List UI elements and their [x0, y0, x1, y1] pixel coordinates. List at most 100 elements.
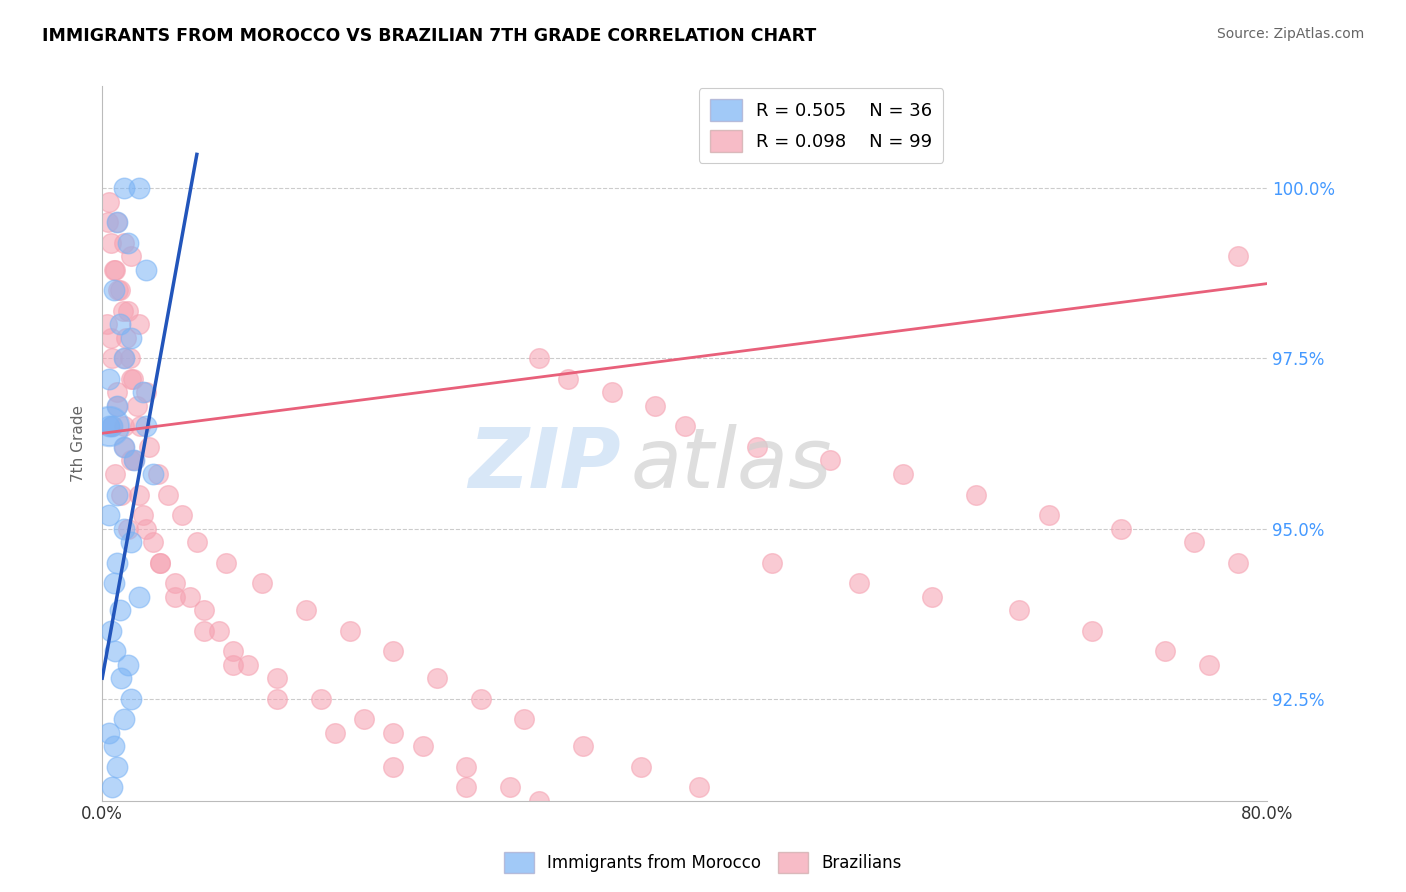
Point: [117, 657, 139, 672]
Point: [761, 556, 783, 570]
Point: [456, 780, 478, 794]
Point: [101, 780, 124, 794]
Point: [98, 194, 121, 209]
Point: [193, 624, 215, 638]
Legend: Immigrants from Morocco, Brazilians: Immigrants from Morocco, Brazilians: [498, 846, 908, 880]
Point: [266, 691, 288, 706]
Point: [118, 351, 141, 366]
Point: [112, 522, 135, 536]
Point: [571, 739, 593, 754]
Point: [128, 487, 150, 501]
Point: [100, 235, 122, 250]
Point: [112, 235, 135, 250]
Point: [128, 590, 150, 604]
Point: [382, 759, 405, 773]
Point: [122, 453, 145, 467]
Point: [110, 487, 132, 501]
Point: [105, 399, 128, 413]
Point: [426, 671, 449, 685]
Point: [921, 590, 943, 604]
Point: [103, 284, 125, 298]
Point: [114, 331, 136, 345]
Point: [112, 440, 135, 454]
Text: Source: ZipAtlas.com: Source: ZipAtlas.com: [1216, 27, 1364, 41]
Point: [747, 440, 769, 454]
Point: [98, 419, 121, 434]
Point: [215, 556, 238, 570]
Point: [112, 440, 135, 454]
Point: [323, 725, 346, 739]
Point: [146, 467, 169, 482]
Point: [98, 372, 121, 386]
Point: [110, 671, 132, 685]
Point: [186, 535, 208, 549]
Point: [98, 508, 121, 522]
Point: [179, 590, 201, 604]
Point: [499, 780, 522, 794]
Point: [142, 467, 165, 482]
Point: [135, 385, 157, 400]
Point: [1226, 556, 1249, 570]
Point: [96, 318, 118, 332]
Point: [266, 671, 288, 685]
Y-axis label: 7th Grade: 7th Grade: [72, 405, 86, 482]
Point: [120, 249, 142, 263]
Point: [103, 739, 125, 754]
Point: [108, 284, 131, 298]
Point: [128, 318, 150, 332]
Point: [98, 725, 121, 739]
Point: [222, 644, 245, 658]
Point: [103, 576, 125, 591]
Point: [105, 399, 128, 413]
Point: [309, 691, 332, 706]
Point: [104, 467, 127, 482]
Point: [848, 576, 870, 591]
Point: [105, 385, 128, 400]
Point: [128, 181, 150, 195]
Point: [142, 535, 165, 549]
Point: [688, 780, 710, 794]
Point: [456, 759, 478, 773]
Point: [1038, 508, 1060, 522]
Point: [163, 590, 186, 604]
Point: [104, 644, 127, 658]
Point: [135, 263, 157, 277]
Point: [1226, 249, 1249, 263]
Point: [101, 419, 124, 434]
Point: [1081, 624, 1104, 638]
Point: [891, 467, 914, 482]
Point: [120, 372, 142, 386]
Point: [222, 657, 245, 672]
Point: [965, 487, 987, 501]
Point: [132, 508, 155, 522]
Point: [1198, 657, 1220, 672]
Legend: R = 0.505    N = 36, R = 0.098    N = 99: R = 0.505 N = 36, R = 0.098 N = 99: [699, 88, 943, 163]
Point: [557, 372, 579, 386]
Point: [172, 508, 194, 522]
Point: [513, 712, 536, 726]
Point: [122, 453, 145, 467]
Point: [132, 385, 155, 400]
Point: [138, 440, 160, 454]
Point: [112, 419, 135, 434]
Point: [105, 556, 128, 570]
Point: [527, 794, 550, 808]
Text: ZIP: ZIP: [468, 425, 621, 506]
Text: IMMIGRANTS FROM MOROCCO VS BRAZILIAN 7TH GRADE CORRELATION CHART: IMMIGRANTS FROM MOROCCO VS BRAZILIAN 7TH…: [42, 27, 817, 45]
Point: [295, 603, 318, 617]
Point: [120, 535, 142, 549]
Point: [127, 399, 149, 413]
Point: [129, 419, 152, 434]
Point: [1154, 644, 1177, 658]
Point: [105, 759, 128, 773]
Point: [193, 603, 215, 617]
Point: [156, 487, 179, 501]
Point: [600, 385, 623, 400]
Point: [120, 453, 142, 467]
Point: [100, 624, 122, 638]
Point: [630, 759, 652, 773]
Point: [112, 181, 135, 195]
Point: [108, 603, 131, 617]
Point: [818, 453, 841, 467]
Point: [470, 691, 492, 706]
